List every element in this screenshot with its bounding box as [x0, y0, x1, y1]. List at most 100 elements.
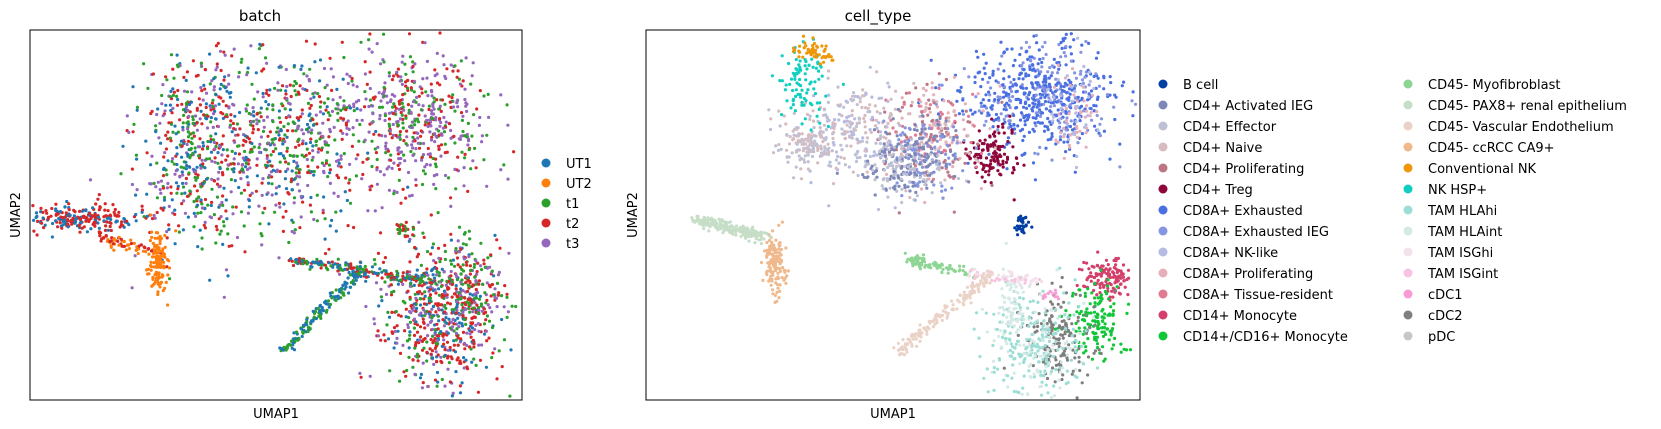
- data-point: [305, 262, 309, 266]
- data-point: [436, 327, 440, 331]
- data-point: [1037, 72, 1041, 76]
- data-point: [973, 80, 977, 85]
- data-point: [171, 87, 175, 91]
- data-point: [1043, 99, 1048, 104]
- data-point: [1006, 140, 1010, 144]
- data-point: [1038, 57, 1042, 61]
- data-point: [454, 331, 459, 335]
- data-point: [317, 314, 321, 318]
- data-point: [174, 169, 178, 173]
- data-point: [873, 104, 877, 108]
- data-point: [165, 173, 169, 177]
- data-point: [421, 317, 425, 321]
- data-point: [437, 274, 441, 278]
- data-point: [1059, 55, 1063, 59]
- data-point: [301, 132, 306, 136]
- data-point: [85, 216, 89, 220]
- data-point: [246, 66, 250, 70]
- data-point: [284, 348, 288, 352]
- data-point: [443, 384, 447, 388]
- data-point: [220, 142, 224, 146]
- data-point: [167, 223, 171, 227]
- data-point: [145, 214, 149, 218]
- data-point: [1060, 46, 1064, 51]
- data-point: [464, 358, 468, 362]
- data-point: [831, 132, 835, 136]
- data-point: [224, 158, 228, 162]
- data-point: [1030, 82, 1034, 86]
- data-point: [316, 92, 320, 96]
- data-point: [457, 325, 461, 329]
- data-point: [961, 118, 966, 122]
- data-point: [226, 163, 230, 167]
- data-point: [163, 233, 167, 238]
- data-point: [318, 131, 322, 135]
- data-point: [935, 167, 939, 171]
- data-point: [777, 143, 781, 147]
- data-point: [460, 267, 464, 272]
- data-point: [341, 117, 346, 121]
- data-point: [778, 124, 782, 128]
- data-point: [909, 137, 914, 141]
- data-point: [150, 255, 155, 259]
- data-point: [386, 310, 390, 314]
- data-point: [152, 213, 156, 218]
- data-point: [400, 82, 404, 86]
- data-point: [340, 137, 344, 141]
- data-point: [124, 219, 129, 223]
- data-point: [1064, 107, 1068, 111]
- data-point: [319, 100, 323, 104]
- data-point: [1035, 41, 1039, 45]
- data-point: [171, 157, 175, 161]
- data-point: [844, 99, 848, 103]
- data-point: [1012, 198, 1016, 202]
- data-point: [462, 341, 467, 345]
- data-point: [395, 120, 399, 124]
- data-point: [176, 184, 180, 188]
- data-point: [458, 361, 462, 365]
- data-point: [351, 279, 355, 283]
- data-point: [328, 291, 332, 295]
- data-point: [993, 98, 997, 102]
- data-point: [953, 174, 957, 179]
- data-point: [412, 283, 416, 287]
- data-point: [499, 93, 503, 97]
- data-point: [186, 135, 191, 139]
- data-point: [1052, 104, 1056, 108]
- data-point: [1054, 83, 1058, 87]
- data-point: [425, 162, 429, 167]
- data-point: [794, 165, 798, 169]
- data-point: [934, 159, 938, 163]
- data-point: [479, 304, 484, 308]
- data-point: [450, 280, 454, 284]
- data-point: [1041, 56, 1045, 61]
- data-point: [927, 177, 931, 181]
- data-point: [311, 319, 315, 323]
- data-point: [863, 113, 867, 117]
- data-point: [411, 227, 416, 231]
- data-point: [195, 128, 199, 132]
- data-point: [165, 265, 169, 269]
- data-point: [392, 189, 396, 193]
- data-point: [924, 88, 928, 93]
- data-point: [431, 288, 435, 293]
- data-point: [469, 335, 473, 339]
- data-point: [434, 165, 438, 169]
- data-point: [1113, 117, 1117, 122]
- data-point: [935, 118, 939, 122]
- data-point: [258, 222, 262, 226]
- data-point: [162, 155, 166, 159]
- data-point: [300, 259, 304, 263]
- data-point: [471, 310, 475, 314]
- data-point: [140, 204, 144, 208]
- data-point: [374, 281, 379, 285]
- data-point: [175, 152, 179, 156]
- data-point: [894, 130, 898, 134]
- data-point: [812, 119, 816, 123]
- data-point: [928, 152, 932, 156]
- data-point: [456, 239, 460, 243]
- data-point: [438, 83, 442, 87]
- data-point: [1040, 85, 1044, 89]
- data-point: [405, 135, 409, 139]
- data-point: [411, 135, 415, 139]
